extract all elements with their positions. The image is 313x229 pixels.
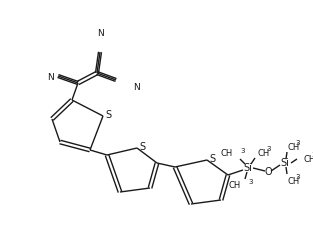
Text: CH: CH xyxy=(258,148,270,158)
Text: CH: CH xyxy=(303,155,313,164)
Text: 3: 3 xyxy=(266,146,270,152)
Text: S: S xyxy=(209,154,215,164)
Text: Si: Si xyxy=(244,163,253,173)
Text: 3: 3 xyxy=(295,174,300,180)
Text: CH: CH xyxy=(287,177,299,185)
Text: 3: 3 xyxy=(248,179,253,185)
Text: 3: 3 xyxy=(311,152,313,158)
Text: 3: 3 xyxy=(240,148,244,154)
Text: N: N xyxy=(133,82,139,92)
Text: CH: CH xyxy=(221,150,233,158)
Text: O: O xyxy=(264,167,272,177)
Text: S: S xyxy=(139,142,145,152)
Text: N: N xyxy=(47,73,54,82)
Text: Si: Si xyxy=(280,158,290,168)
Text: N: N xyxy=(98,28,104,38)
Text: CH: CH xyxy=(287,142,299,152)
Text: S: S xyxy=(105,110,111,120)
Text: CH: CH xyxy=(229,182,241,191)
Text: 3: 3 xyxy=(295,140,300,146)
